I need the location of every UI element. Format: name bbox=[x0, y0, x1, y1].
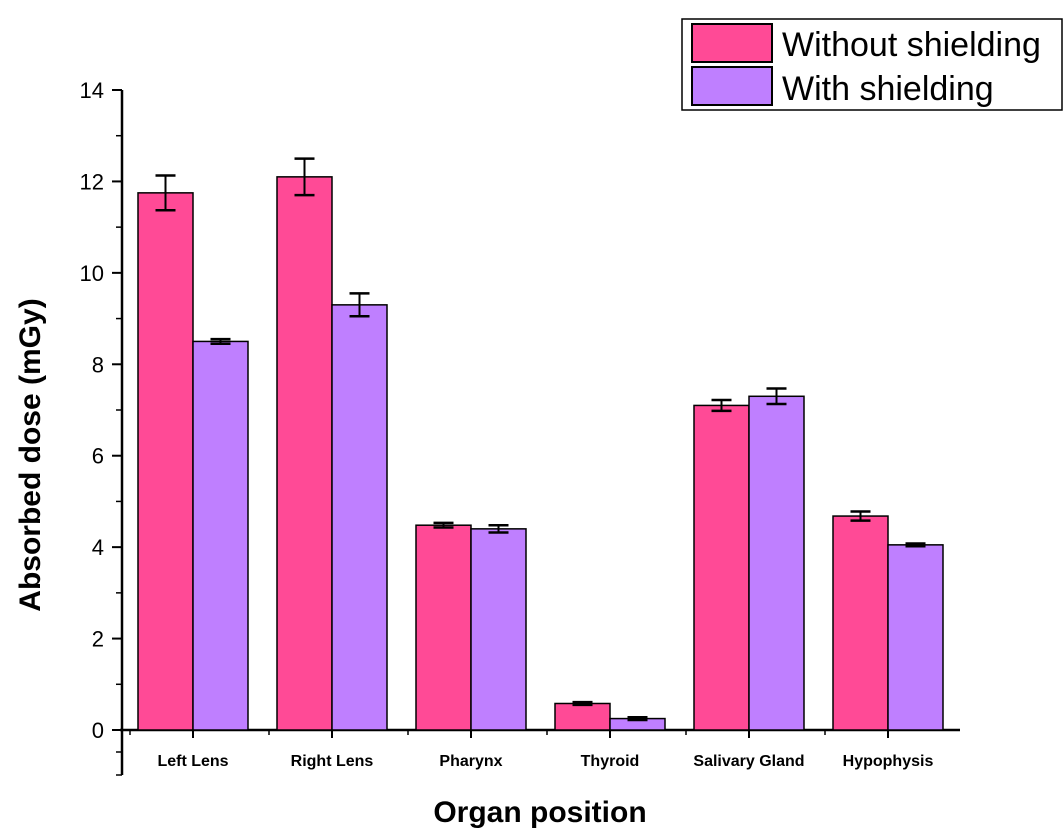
legend-label-without-shielding: Without shielding bbox=[782, 26, 1041, 64]
y-tick-label: 12 bbox=[80, 169, 104, 194]
y-tick-label: 10 bbox=[80, 261, 104, 286]
bars bbox=[137, 176, 944, 731]
x-category-label: Left Lens bbox=[157, 753, 228, 770]
x-category-label: Hypophysis bbox=[843, 753, 934, 770]
legend-label-with-shielding: With shielding bbox=[782, 70, 994, 108]
bar-with-shielding bbox=[748, 395, 805, 731]
error-bars bbox=[155, 157, 926, 722]
bar-without-shielding bbox=[832, 515, 889, 731]
y-ticks: 0 2 4 6 8 10 12 14 bbox=[80, 78, 122, 776]
bar-with-shielding bbox=[887, 544, 944, 731]
y-tick-label: 14 bbox=[80, 78, 104, 103]
x-category-label: Salivary Gland bbox=[693, 753, 804, 770]
bar-with-shielding bbox=[470, 528, 527, 731]
x-category-label: Right Lens bbox=[291, 753, 374, 770]
y-tick-label: 2 bbox=[92, 627, 104, 652]
x-category-label: Thyroid bbox=[581, 753, 640, 770]
bar-without-shielding bbox=[693, 404, 750, 731]
y-axis-title: Absorbed dose (mGy) bbox=[14, 298, 47, 611]
y-tick-label: 4 bbox=[92, 535, 104, 560]
y-tick-label: 6 bbox=[92, 444, 104, 469]
x-axis-title: Organ position bbox=[433, 796, 646, 829]
bar-without-shielding bbox=[415, 524, 472, 731]
bar-without-shielding bbox=[554, 702, 611, 731]
bar-without-shielding bbox=[276, 176, 333, 731]
legend-swatch-with-shielding bbox=[691, 66, 773, 106]
y-tick-label: 8 bbox=[92, 352, 104, 377]
legend: Without shielding With shielding bbox=[681, 18, 1063, 111]
legend-swatch-without-shielding bbox=[691, 23, 773, 63]
axes bbox=[120, 90, 960, 775]
bar-with-shielding bbox=[192, 340, 249, 731]
bar-with-shielding bbox=[331, 304, 388, 731]
x-category-labels: Left Lens Right Lens Pharynx Thyroid Salivar… bbox=[129, 730, 934, 770]
y-tick-label: 0 bbox=[92, 718, 104, 743]
bar-without-shielding bbox=[137, 192, 194, 731]
x-category-label: Pharynx bbox=[439, 753, 502, 770]
